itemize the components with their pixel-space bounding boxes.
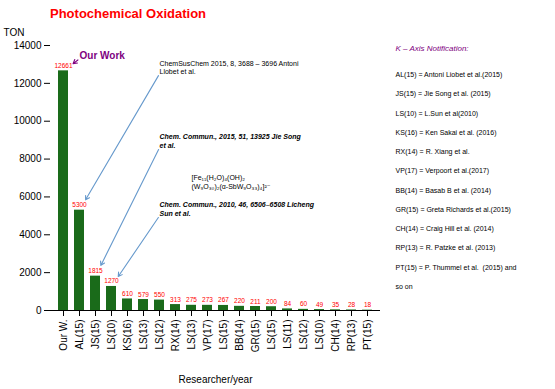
- svg-text:6000: 6000: [19, 191, 42, 202]
- svg-text:K – Axis Notification:: K – Axis Notification:: [396, 44, 469, 53]
- svg-text:8000: 8000: [19, 153, 42, 164]
- svg-text:LS(10): LS(10): [106, 320, 117, 350]
- svg-text:Chem. Commun., 2015, 51, 13925: Chem. Commun., 2015, 51, 13925 Jie Songe…: [160, 133, 302, 148]
- svg-text:273: 273: [202, 296, 213, 303]
- svg-text:0: 0: [36, 305, 42, 316]
- svg-text:84: 84: [284, 300, 292, 307]
- svg-text:AL(15) = Antoni Liobet et al.(: AL(15) = Antoni Liobet et al.(2015)JS(15…: [396, 71, 517, 290]
- svg-text:RP(13): RP(13): [346, 320, 357, 352]
- svg-text:BB(14): BB(14): [234, 320, 245, 351]
- svg-text:LS(11): LS(11): [282, 320, 293, 349]
- svg-text:GR(15): GR(15): [250, 320, 261, 353]
- svg-text:LS(12): LS(12): [154, 320, 165, 350]
- svg-text:28: 28: [348, 301, 356, 308]
- svg-text:LS(13): LS(13): [186, 320, 197, 350]
- svg-text:35: 35: [332, 301, 340, 308]
- svg-text:LS(15): LS(15): [266, 320, 277, 350]
- svg-text:ChemSusChem 2015, 8, 3688 – 36: ChemSusChem 2015, 8, 3688 – 3696 AntoniL…: [160, 59, 299, 74]
- svg-text:RX(14): RX(14): [170, 320, 181, 352]
- svg-text:18: 18: [364, 301, 372, 308]
- svg-text:14000: 14000: [14, 40, 42, 51]
- svg-text:1815: 1815: [88, 267, 103, 274]
- svg-text:Chem. Commun., 2010, 46, 6506–: Chem. Commun., 2010, 46, 6506–6508 Liche…: [160, 201, 315, 216]
- svg-text:313: 313: [170, 296, 181, 303]
- svg-text:AL(15): AL(15): [74, 320, 85, 350]
- svg-text:579: 579: [138, 291, 149, 298]
- svg-text:10000: 10000: [14, 115, 42, 126]
- svg-text:60: 60: [300, 300, 308, 307]
- svg-text:4000: 4000: [19, 229, 42, 240]
- svg-text:12000: 12000: [14, 78, 42, 89]
- svg-text:LS(10): LS(10): [314, 320, 325, 350]
- svg-text:[Fe₁₁(H₂O)₄(OH)₂(W₉O₃₀)₂(α-SbW: [Fe₁₁(H₂O)₄(OH)₂(W₉O₃₀)₂(α-SbW₉O₃₃)₄]²⁻: [192, 174, 271, 190]
- svg-text:LS(15): LS(15): [218, 320, 229, 350]
- svg-text:KS(16): KS(16): [122, 320, 133, 351]
- svg-text:275: 275: [186, 296, 197, 303]
- svg-text:Our Work: Our Work: [80, 50, 126, 61]
- svg-text:1270: 1270: [104, 277, 119, 284]
- svg-text:PT(15): PT(15): [362, 320, 373, 351]
- svg-text:5300: 5300: [72, 201, 87, 208]
- svg-text:211: 211: [250, 298, 261, 305]
- svg-text:550: 550: [154, 291, 165, 298]
- svg-text:CH(14): CH(14): [330, 320, 341, 352]
- svg-text:220: 220: [234, 297, 245, 304]
- svg-text:JS(15): JS(15): [90, 320, 101, 349]
- svg-text:Researcher/year: Researcher/year: [179, 374, 254, 385]
- svg-text:LS(12): LS(12): [298, 320, 309, 350]
- svg-text:LS(13): LS(13): [138, 320, 149, 350]
- svg-text:12661: 12661: [54, 62, 72, 69]
- svg-text:VP(17): VP(17): [202, 320, 213, 351]
- svg-text:Our W.: Our W.: [58, 320, 69, 351]
- svg-text:49: 49: [316, 301, 324, 308]
- svg-text:2000: 2000: [19, 267, 42, 278]
- svg-text:TON: TON: [4, 27, 25, 38]
- svg-text:267: 267: [218, 296, 229, 303]
- svg-text:200: 200: [266, 298, 277, 305]
- svg-text:610: 610: [122, 290, 133, 297]
